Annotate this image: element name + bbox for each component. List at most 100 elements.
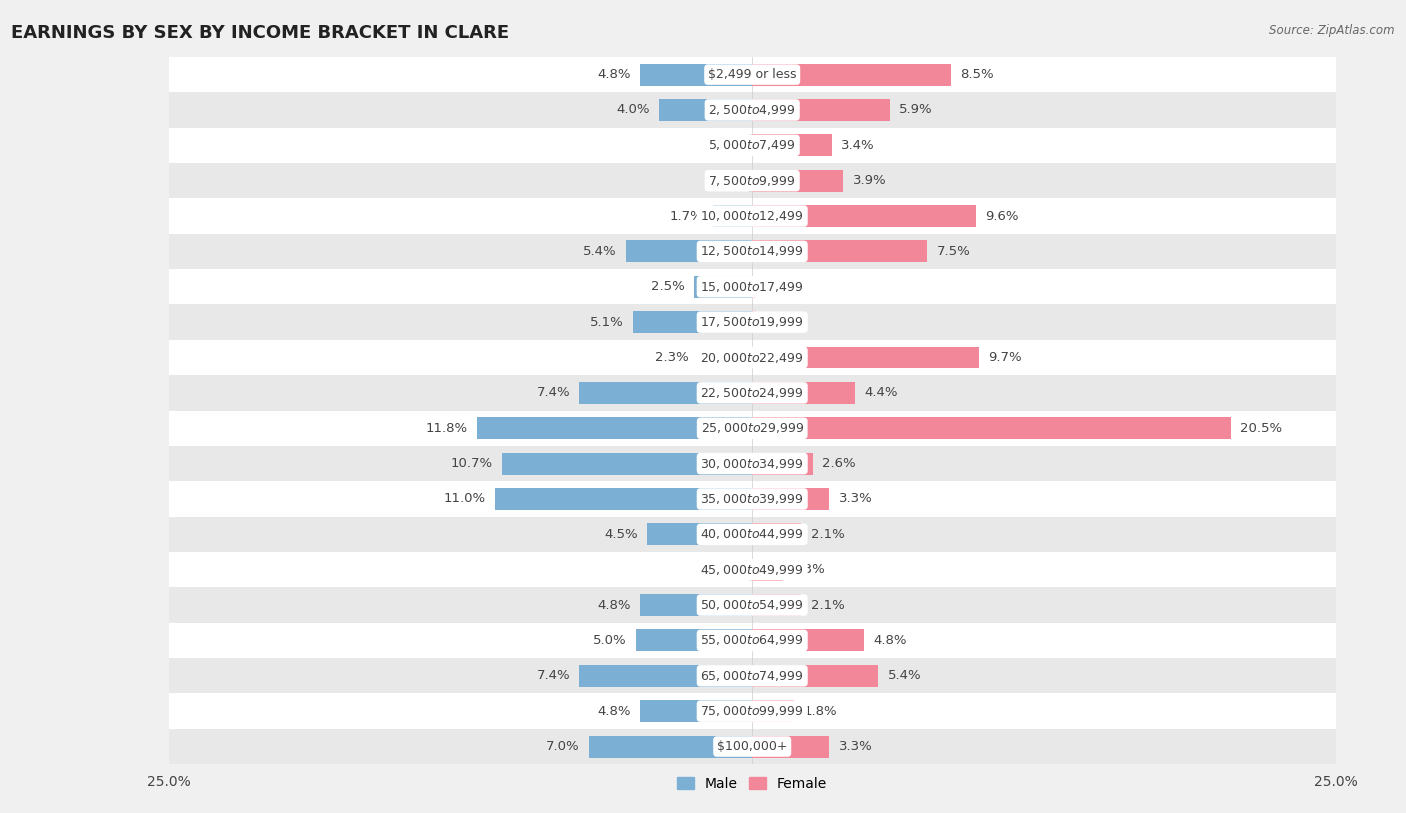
- Bar: [169, 446, 1336, 481]
- Text: 11.0%: 11.0%: [444, 493, 486, 506]
- Bar: [169, 304, 1336, 340]
- Text: 5.4%: 5.4%: [583, 245, 617, 258]
- Text: 4.4%: 4.4%: [865, 386, 898, 399]
- Text: 7.5%: 7.5%: [936, 245, 970, 258]
- Text: 0.0%: 0.0%: [710, 174, 742, 187]
- Bar: [752, 241, 928, 263]
- Text: 0.0%: 0.0%: [762, 315, 794, 328]
- Text: $2,499 or less: $2,499 or less: [709, 68, 796, 81]
- Bar: [749, 170, 752, 192]
- Bar: [169, 340, 1336, 375]
- Bar: [169, 552, 1336, 587]
- Text: 5.0%: 5.0%: [592, 634, 626, 647]
- Text: 2.6%: 2.6%: [823, 457, 856, 470]
- Bar: [169, 269, 1336, 304]
- Bar: [752, 700, 794, 722]
- Bar: [169, 693, 1336, 729]
- Bar: [752, 736, 830, 758]
- Text: 7.4%: 7.4%: [537, 386, 571, 399]
- Text: $17,500 to $19,999: $17,500 to $19,999: [700, 315, 804, 329]
- Bar: [752, 346, 979, 368]
- Text: 9.7%: 9.7%: [988, 351, 1022, 364]
- Text: $12,500 to $14,999: $12,500 to $14,999: [700, 245, 804, 259]
- Text: $55,000 to $64,999: $55,000 to $64,999: [700, 633, 804, 647]
- Bar: [752, 99, 890, 121]
- Text: 4.8%: 4.8%: [873, 634, 907, 647]
- Bar: [579, 665, 752, 687]
- Bar: [169, 623, 1336, 659]
- Text: 3.3%: 3.3%: [838, 493, 872, 506]
- Bar: [752, 524, 801, 546]
- Bar: [169, 128, 1336, 163]
- Text: $100,000+: $100,000+: [717, 740, 787, 753]
- Bar: [636, 629, 752, 651]
- Bar: [495, 488, 752, 510]
- Text: 4.8%: 4.8%: [598, 598, 631, 611]
- Bar: [640, 594, 752, 616]
- Bar: [169, 517, 1336, 552]
- Text: $65,000 to $74,999: $65,000 to $74,999: [700, 669, 804, 683]
- Text: $35,000 to $39,999: $35,000 to $39,999: [700, 492, 804, 506]
- Text: 7.4%: 7.4%: [537, 669, 571, 682]
- Bar: [752, 559, 783, 580]
- Text: 11.8%: 11.8%: [426, 422, 467, 435]
- Text: EARNINGS BY SEX BY INCOME BRACKET IN CLARE: EARNINGS BY SEX BY INCOME BRACKET IN CLA…: [11, 24, 509, 42]
- Text: 1.3%: 1.3%: [792, 563, 825, 576]
- Text: 8.5%: 8.5%: [960, 68, 994, 81]
- Bar: [752, 417, 1230, 439]
- Bar: [752, 594, 801, 616]
- Text: $25,000 to $29,999: $25,000 to $29,999: [700, 421, 804, 435]
- Bar: [752, 63, 950, 85]
- Bar: [633, 311, 752, 333]
- Text: 4.8%: 4.8%: [598, 68, 631, 81]
- Bar: [169, 198, 1336, 234]
- Text: $20,000 to $22,499: $20,000 to $22,499: [700, 350, 804, 364]
- Bar: [752, 382, 855, 404]
- Text: 5.9%: 5.9%: [900, 103, 932, 116]
- Text: $30,000 to $34,999: $30,000 to $34,999: [700, 457, 804, 471]
- Bar: [752, 170, 844, 192]
- Bar: [713, 205, 752, 227]
- Bar: [752, 205, 976, 227]
- Legend: Male, Female: Male, Female: [672, 771, 832, 796]
- Bar: [169, 729, 1336, 764]
- Bar: [626, 241, 752, 263]
- Bar: [169, 233, 1336, 269]
- Text: $2,500 to $4,999: $2,500 to $4,999: [709, 103, 796, 117]
- Text: 4.0%: 4.0%: [616, 103, 650, 116]
- Bar: [749, 559, 752, 580]
- Bar: [169, 481, 1336, 517]
- Text: $5,000 to $7,499: $5,000 to $7,499: [709, 138, 796, 152]
- Bar: [589, 736, 752, 758]
- Text: 9.6%: 9.6%: [986, 210, 1019, 223]
- Text: 1.7%: 1.7%: [669, 210, 703, 223]
- Bar: [752, 311, 755, 333]
- Text: 3.3%: 3.3%: [838, 740, 872, 753]
- Text: 2.1%: 2.1%: [811, 528, 845, 541]
- Bar: [749, 134, 752, 156]
- Text: 4.8%: 4.8%: [598, 705, 631, 718]
- Text: 2.3%: 2.3%: [655, 351, 689, 364]
- Bar: [169, 659, 1336, 693]
- Bar: [752, 665, 879, 687]
- Bar: [169, 376, 1336, 411]
- Bar: [647, 524, 752, 546]
- Text: 20.5%: 20.5%: [1240, 422, 1282, 435]
- Text: 2.1%: 2.1%: [811, 598, 845, 611]
- Text: 5.1%: 5.1%: [591, 315, 624, 328]
- Bar: [640, 63, 752, 85]
- Bar: [169, 587, 1336, 623]
- Bar: [640, 700, 752, 722]
- Bar: [752, 488, 830, 510]
- Text: $45,000 to $49,999: $45,000 to $49,999: [700, 563, 804, 576]
- Bar: [695, 276, 752, 298]
- Text: 0.0%: 0.0%: [710, 139, 742, 152]
- Text: $22,500 to $24,999: $22,500 to $24,999: [700, 386, 804, 400]
- Text: $15,000 to $17,499: $15,000 to $17,499: [700, 280, 804, 293]
- Bar: [659, 99, 752, 121]
- Text: $75,000 to $99,999: $75,000 to $99,999: [700, 704, 804, 718]
- Bar: [752, 276, 755, 298]
- Text: 4.5%: 4.5%: [605, 528, 638, 541]
- Bar: [477, 417, 752, 439]
- Text: $50,000 to $54,999: $50,000 to $54,999: [700, 598, 804, 612]
